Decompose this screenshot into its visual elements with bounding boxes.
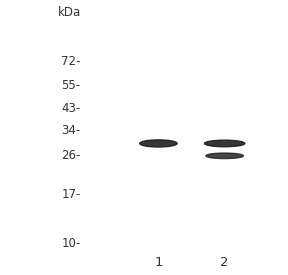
Text: 17-: 17- — [61, 188, 81, 201]
Text: 55-: 55- — [62, 79, 81, 92]
Text: 2: 2 — [220, 257, 229, 269]
Ellipse shape — [204, 140, 245, 147]
Text: 43-: 43- — [61, 102, 81, 115]
Text: 72-: 72- — [61, 55, 81, 68]
Ellipse shape — [140, 140, 177, 147]
Text: 26-: 26- — [61, 148, 81, 162]
Text: 10-: 10- — [61, 237, 81, 250]
Text: 34-: 34- — [61, 124, 81, 137]
Text: 1: 1 — [154, 257, 163, 269]
Text: kDa: kDa — [57, 6, 81, 19]
Ellipse shape — [206, 153, 243, 159]
